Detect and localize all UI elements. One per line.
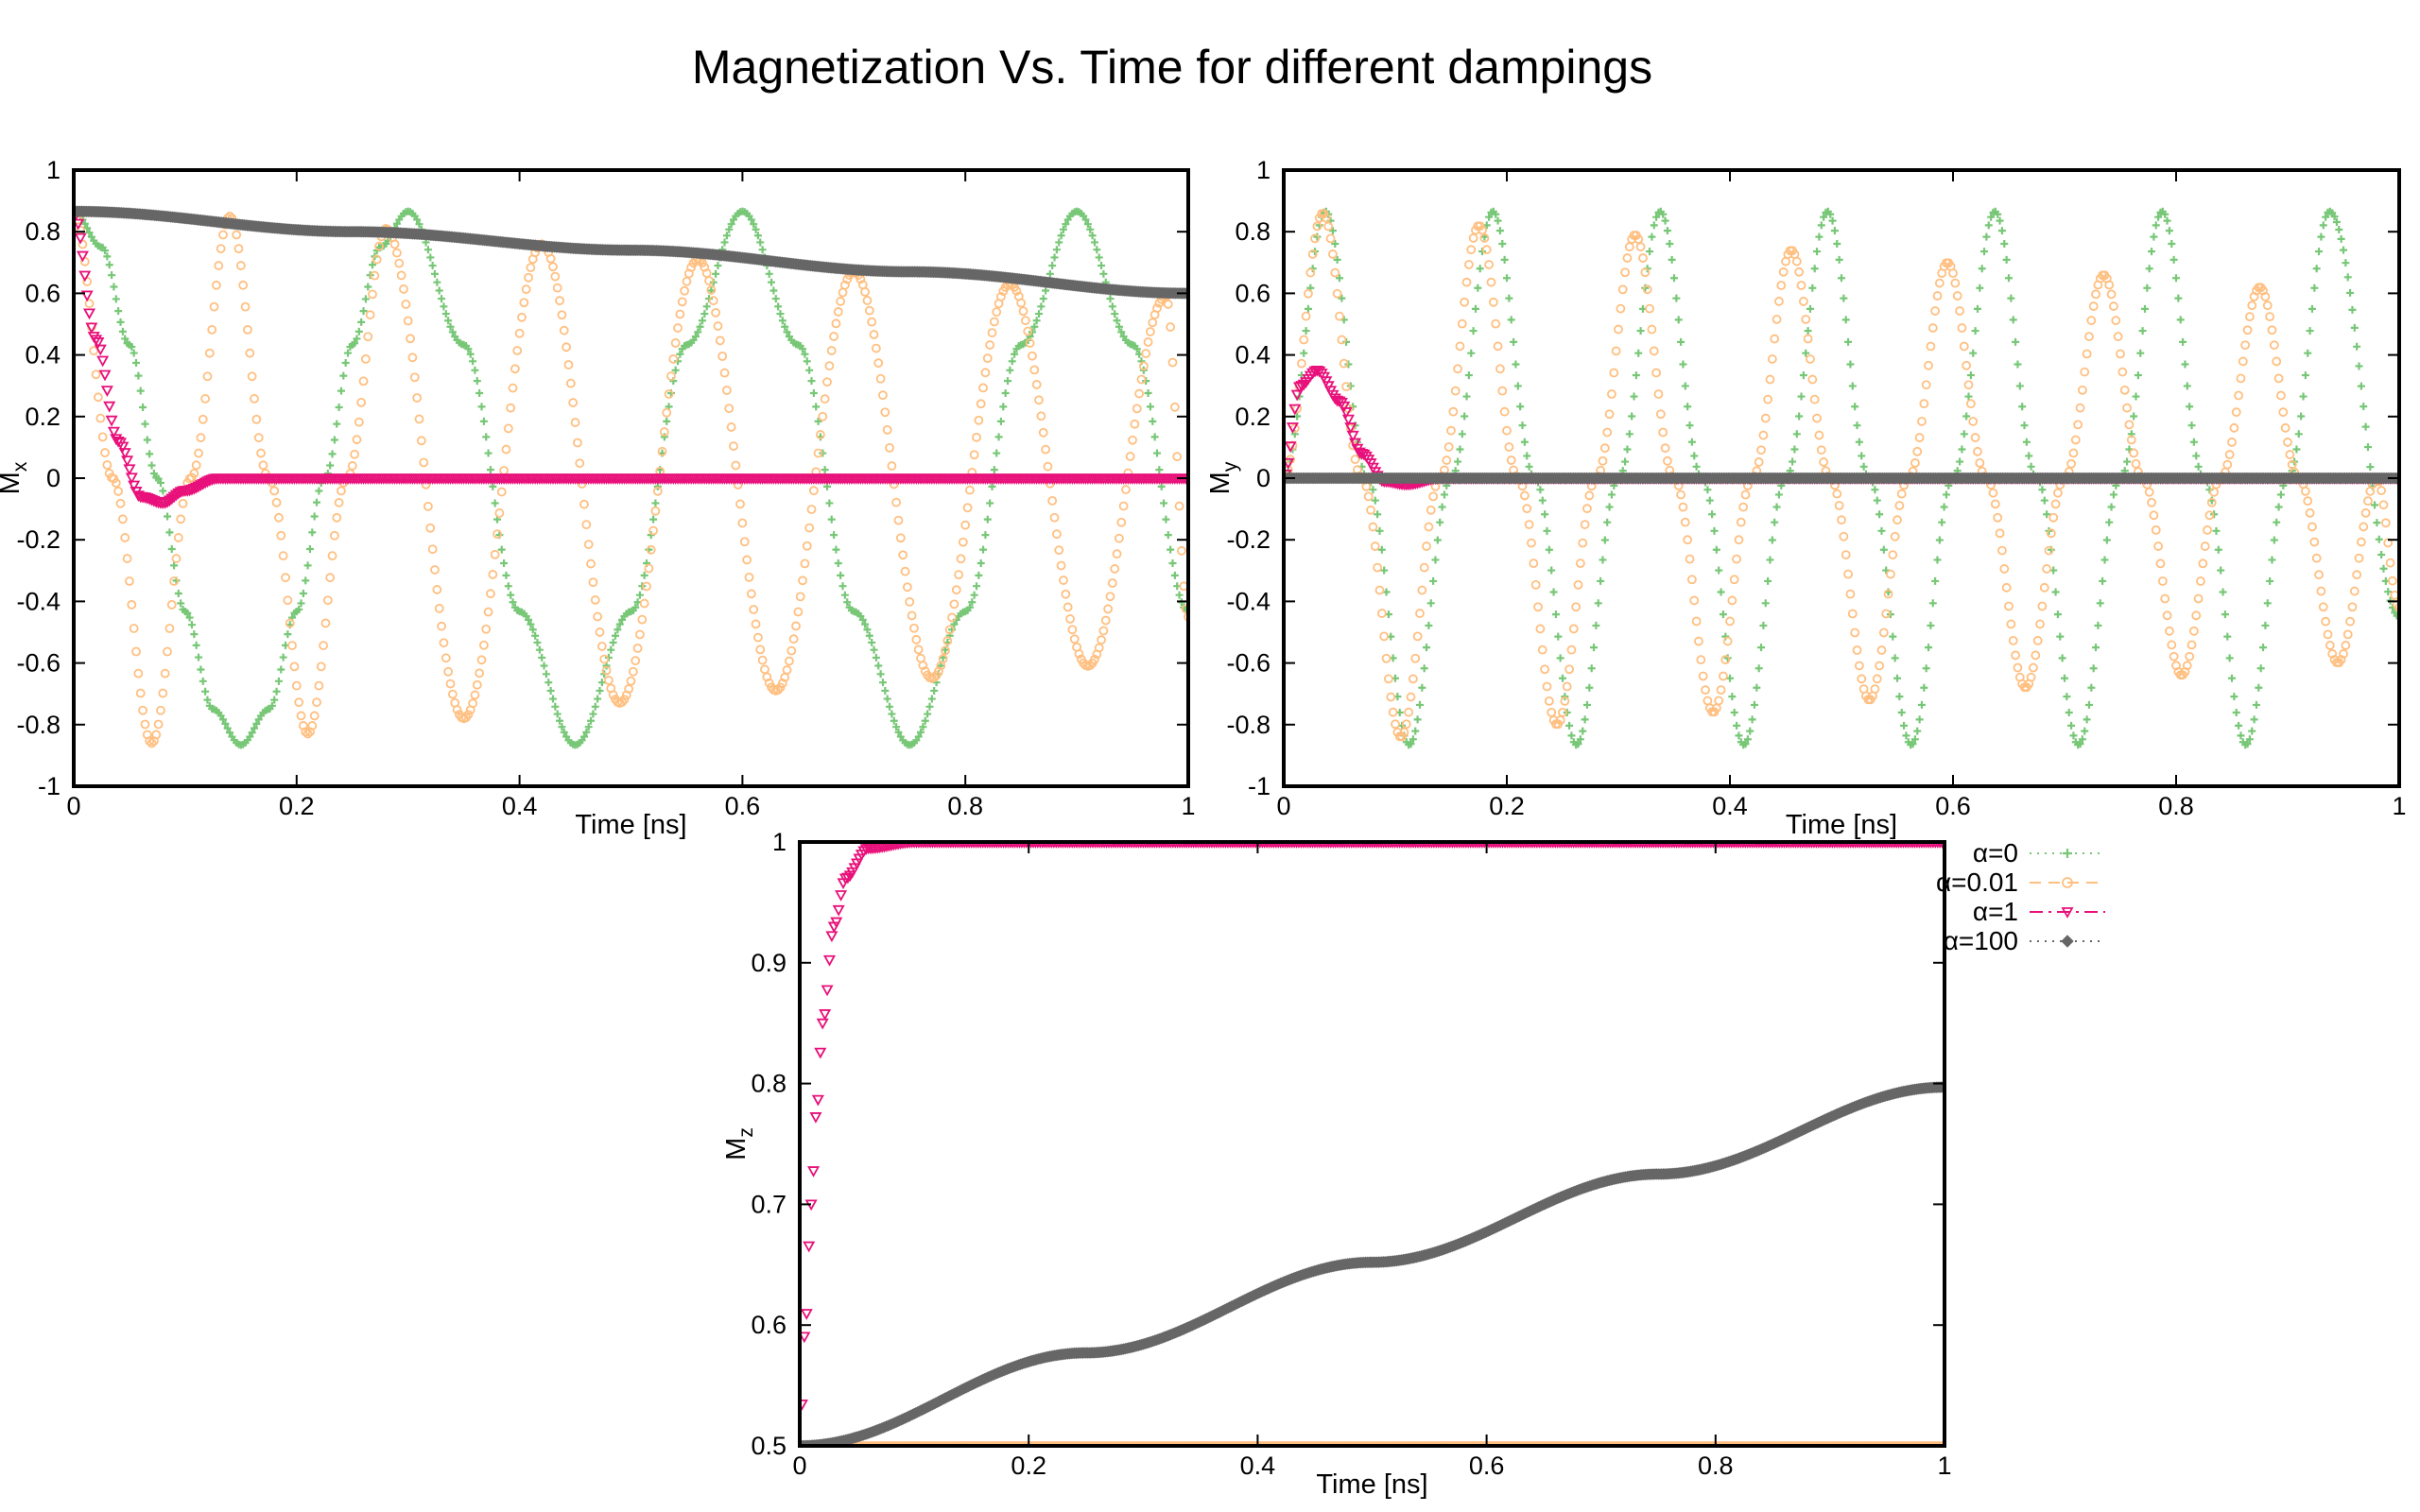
mx-xtick-label: 0.2 <box>279 792 315 820</box>
my-xtick-label: 0 <box>1276 792 1290 820</box>
my-ytick-label: 0.6 <box>1235 279 1270 307</box>
my-ytick-label: 0.8 <box>1235 217 1270 246</box>
mz-panel: 0 0.2 0.4 0.6 0.8 1 0.5 0.6 0.7 0.8 0.9 1 Time [ns] M… <box>721 828 1952 1500</box>
my-ytick-label: -0.2 <box>1226 525 1270 554</box>
mx-xtick-label: 1 <box>1181 792 1195 820</box>
my-series-1 <box>1284 209 2399 742</box>
mx-xtick-label: 0.8 <box>947 792 983 820</box>
my-ytick-label: 0.2 <box>1235 403 1270 431</box>
mz-ytick-label: 1 <box>772 828 786 856</box>
my-xtick-label: 0.4 <box>1712 792 1748 820</box>
my-ylabel: My <box>1205 461 1241 494</box>
mx-ylabel-sub: x <box>9 461 31 472</box>
my-xtick-label: 1 <box>2392 792 2406 820</box>
mx-ylabel: Mx <box>0 461 31 494</box>
mx-ytick-label: -0.2 <box>16 525 60 554</box>
mx-series-1 <box>74 206 1188 748</box>
legend-label: α=1 <box>1973 897 2018 926</box>
mz-xtick-label: 0 <box>792 1452 806 1480</box>
my-ytick-label: 0.4 <box>1235 341 1270 369</box>
legend-label: α=0.01 <box>1936 868 2018 897</box>
mz-ytick-label: 0.7 <box>751 1190 786 1218</box>
mx-ytick-label: -1 <box>38 772 60 800</box>
legend-label: α=0 <box>1973 838 2018 868</box>
my-ylabel-sub: y <box>1219 461 1241 472</box>
mz-ylabel: Mz <box>721 1127 757 1160</box>
mx-plot-area <box>74 205 1188 749</box>
mz-ytick-label: 0.6 <box>751 1311 786 1339</box>
mx-xlabel: Time [ns] <box>575 810 686 840</box>
mz-ylabel-sub: z <box>735 1127 757 1138</box>
legend-marker-2 <box>2061 907 2074 919</box>
my-xtick-label: 0.6 <box>1935 792 1971 820</box>
my-plot-area <box>1284 207 2399 749</box>
mx-ytick-label: -0.4 <box>16 587 60 615</box>
my-panel: 0 0.2 0.4 0.6 0.8 1 -1 -0.8 -0.6 -0.4 -0.2 0 0.2 0.4 0… <box>1205 156 2407 840</box>
mz-ytick-label: 0.8 <box>751 1070 786 1098</box>
mx-ytick-label: -0.8 <box>16 711 60 739</box>
mz-ylabel-main: M <box>721 1138 752 1160</box>
mx-ylabel-main: M <box>0 472 26 494</box>
my-series-3 <box>1284 472 2399 485</box>
legend: α=0α=0.01α=1α=100 <box>1936 838 2105 955</box>
legend-marker-3 <box>2061 935 2074 948</box>
my-ytick-label: 0 <box>1256 464 1270 492</box>
mz-ytick-label: 0.9 <box>751 949 786 977</box>
mz-xlabel: Time [ns] <box>1316 1469 1427 1500</box>
mx-ytick-label: 0.8 <box>25 217 60 246</box>
mx-ytick-label: 0.4 <box>25 341 60 369</box>
my-xtick-label: 0.8 <box>2158 792 2194 820</box>
mz-xtick-label: 0.2 <box>1011 1452 1046 1480</box>
mx-ytick-label: 0.2 <box>25 403 60 431</box>
mz-xtick-label: 0.8 <box>1698 1452 1734 1480</box>
mz-xtick-label: 1 <box>1937 1452 1951 1480</box>
mz-xtick-label: 0.6 <box>1469 1452 1505 1480</box>
mx-xtick-label: 0.6 <box>725 792 761 820</box>
mx-ytick-label: 0.6 <box>25 279 60 307</box>
mx-xtick-label: 0.4 <box>502 792 538 820</box>
mx-xtick-label: 0 <box>66 792 80 820</box>
my-xlabel: Time [ns] <box>1786 810 1897 840</box>
mz-ytick-label: 0.5 <box>751 1432 786 1460</box>
my-ytick-label: -0.6 <box>1226 649 1270 678</box>
mz-xtick-label: 0.4 <box>1240 1452 1276 1480</box>
legend-label: α=100 <box>1944 926 2018 955</box>
mx-series-3 <box>74 205 1188 300</box>
figure-title: Magnetization Vs. Time for different dam… <box>692 41 1652 94</box>
mx-ytick-label: 1 <box>46 156 60 184</box>
my-ytick-label: -0.4 <box>1226 587 1270 615</box>
mz-series-3 <box>800 1081 1945 1446</box>
legend-marker-1 <box>2062 877 2073 888</box>
mz-plot-area <box>800 842 1945 1446</box>
my-ytick-label: -0.8 <box>1226 711 1270 739</box>
mx-panel: 0 0.2 0.4 0.6 0.8 1 -1 -0.8 -0.6 -0.4 -0.2 0 0.2 0.4 0… <box>0 156 1196 840</box>
my-ylabel-main: M <box>1205 472 1236 494</box>
legend-marker-0 <box>2063 849 2072 858</box>
my-ytick-label: -1 <box>1248 772 1270 800</box>
my-ytick-label: 1 <box>1256 156 1270 184</box>
mx-ytick-label: -0.6 <box>16 649 60 678</box>
my-xtick-label: 0.2 <box>1489 792 1525 820</box>
mz-plot-frame <box>798 840 1946 1448</box>
mx-ytick-label: 0 <box>46 464 60 492</box>
